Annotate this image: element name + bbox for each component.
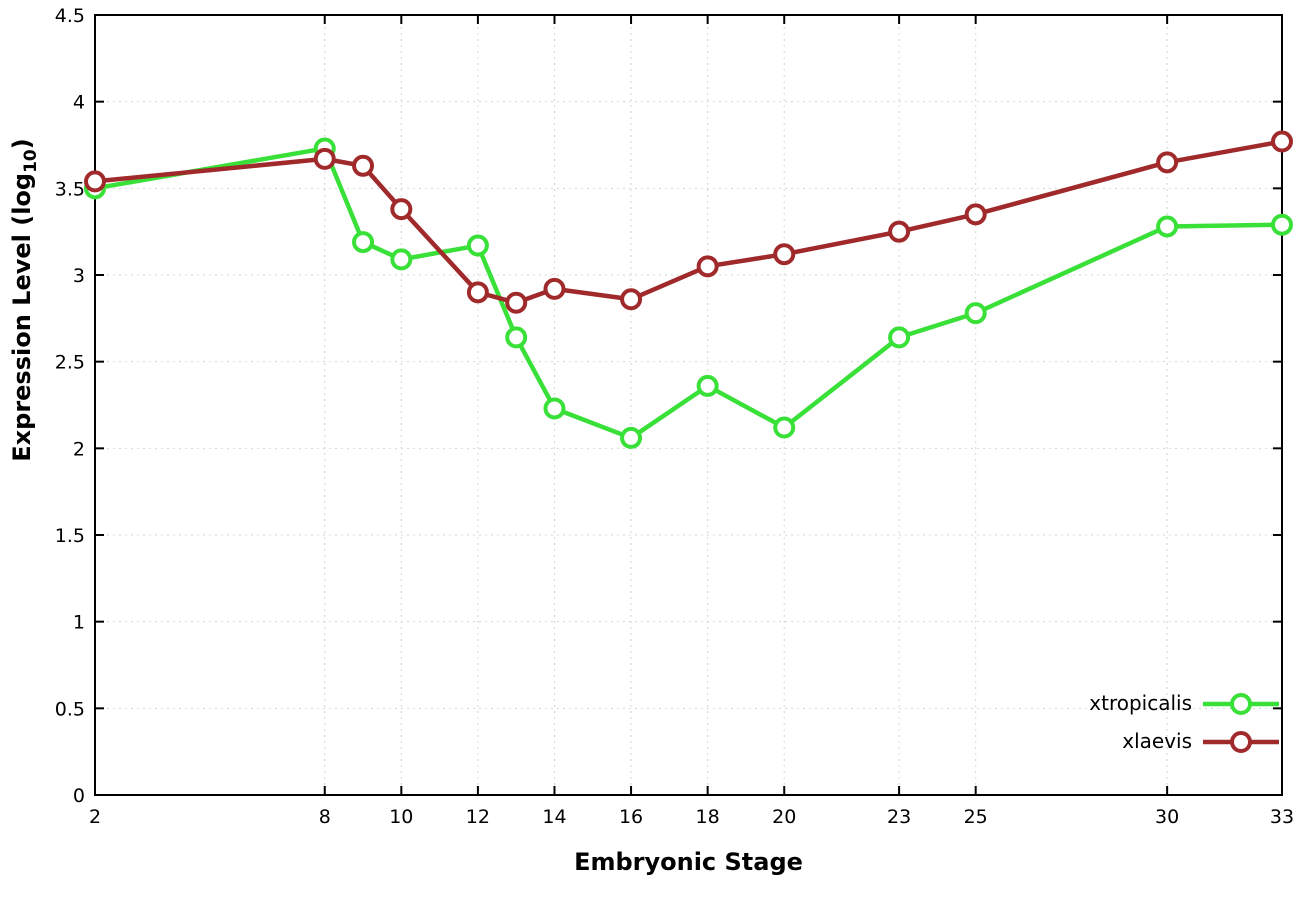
data-point-marker — [390, 248, 413, 271]
svg-text:4.5: 4.5 — [55, 5, 85, 27]
data-point-marker — [466, 234, 489, 257]
data-point-marker — [964, 203, 987, 226]
data-point-marker — [1156, 215, 1179, 238]
svg-text:16: 16 — [619, 806, 643, 828]
svg-text:3.5: 3.5 — [55, 178, 85, 200]
svg-text:1.5: 1.5 — [55, 525, 85, 547]
data-point-marker — [1156, 151, 1179, 174]
legend-label-xlaevis: xlaevis — [1122, 729, 1192, 753]
data-point-marker — [466, 281, 489, 304]
data-point-marker — [390, 198, 413, 221]
data-point-marker — [696, 374, 719, 397]
y-tick-labels: 0 0.5 1 1.5 2 2.5 3 3.5 4 4.5 — [55, 5, 85, 807]
data-point-marker — [505, 326, 528, 349]
data-point-marker — [543, 277, 566, 300]
svg-text:2.5: 2.5 — [55, 352, 85, 374]
data-point-marker — [773, 416, 796, 439]
data-point-marker — [543, 397, 566, 420]
data-point-marker — [773, 243, 796, 266]
legend-marker-sample — [1230, 731, 1252, 753]
svg-text:8: 8 — [319, 806, 331, 828]
svg-text:33: 33 — [1270, 806, 1294, 828]
svg-text:10: 10 — [389, 806, 413, 828]
svg-text:14: 14 — [542, 806, 566, 828]
legend-label-xtropicalis: xtropicalis — [1089, 691, 1192, 715]
data-point-marker — [352, 231, 375, 254]
data-point-marker — [505, 291, 528, 314]
svg-text:20: 20 — [772, 806, 796, 828]
y-axis-title: Expression Level (log10) — [8, 138, 41, 461]
series-markers-xlaevis — [84, 130, 1293, 314]
tick-marks — [94, 14, 1283, 796]
svg-text:4: 4 — [73, 92, 85, 114]
svg-text:0: 0 — [73, 785, 85, 807]
plot-border — [94, 14, 1283, 796]
svg-text:30: 30 — [1155, 806, 1179, 828]
svg-text:25: 25 — [964, 806, 988, 828]
data-point-marker — [352, 154, 375, 177]
x-axis-title: Embryonic Stage — [574, 848, 803, 876]
svg-text:2: 2 — [89, 806, 101, 828]
svg-text:23: 23 — [887, 806, 911, 828]
svg-text:12: 12 — [466, 806, 490, 828]
svg-text:0.5: 0.5 — [55, 698, 85, 720]
x-tick-labels: 2 8 10 12 14 16 18 20 23 25 30 33 — [89, 806, 1294, 828]
series-markers-xtropicalis — [84, 137, 1293, 449]
legend: xtropicalis xlaevis — [1089, 691, 1279, 753]
data-point-marker — [313, 147, 336, 170]
svg-text:18: 18 — [696, 806, 720, 828]
data-point-marker — [84, 170, 106, 193]
data-point-marker — [888, 220, 911, 243]
data-point-marker — [888, 326, 911, 349]
data-point-marker — [1271, 213, 1293, 236]
data-point-marker — [1271, 130, 1293, 153]
data-point-marker — [964, 302, 987, 325]
svg-text:1: 1 — [73, 612, 85, 634]
legend-marker-sample — [1230, 693, 1252, 715]
data-point-marker — [620, 288, 643, 311]
svg-text:3: 3 — [73, 265, 85, 287]
data-point-marker — [620, 426, 643, 449]
svg-text:2: 2 — [73, 438, 85, 460]
data-point-marker — [696, 255, 719, 278]
gridlines — [94, 14, 1283, 796]
